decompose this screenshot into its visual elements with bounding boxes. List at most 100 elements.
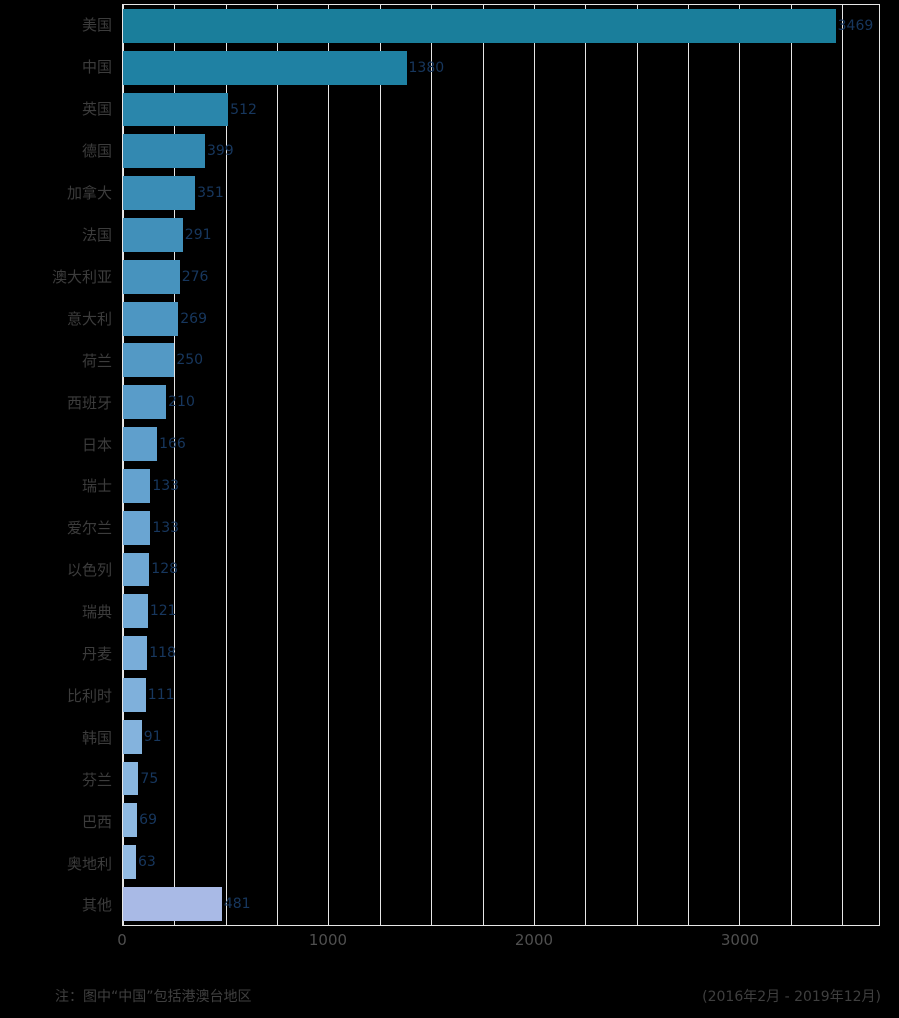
gridline: [379, 5, 381, 925]
gridline: [431, 5, 433, 925]
bar-row: 276: [123, 256, 879, 298]
value-label: 111: [147, 686, 175, 703]
category-label: 瑞士: [81, 477, 112, 496]
bar: [123, 594, 148, 629]
bar: [123, 845, 136, 880]
bar-row: 133: [123, 465, 879, 507]
category-label: 韩国: [81, 728, 112, 747]
value-label: 481: [223, 895, 251, 912]
value-label: 250: [176, 352, 204, 369]
value-label: 69: [139, 812, 157, 829]
bar: [123, 803, 138, 838]
bar: [123, 385, 167, 420]
bar: [123, 510, 151, 545]
value-label: 399: [206, 143, 234, 160]
gridline: [533, 5, 535, 925]
bar-row: 91: [123, 716, 879, 758]
gridline: [277, 5, 279, 925]
bar: [123, 343, 175, 378]
value-label: 133: [152, 477, 180, 494]
bar-row: 269: [123, 298, 879, 340]
bar: [123, 552, 150, 587]
gridline: [123, 5, 124, 925]
value-label: 91: [143, 728, 162, 745]
bar: [123, 8, 836, 43]
bar-row: 3469: [123, 5, 879, 47]
gridline: [174, 5, 176, 925]
gridline: [225, 5, 227, 925]
chart-date-range: (2016年2月 - 2019年12月): [702, 989, 881, 1005]
gridline: [482, 5, 484, 925]
category-label: 爱尔兰: [66, 519, 112, 538]
bar-row: 63: [123, 841, 879, 883]
category-label: 美国: [81, 16, 112, 35]
bar: [123, 92, 229, 127]
bar: [123, 176, 196, 211]
bar-row: 351: [123, 172, 879, 214]
category-label: 丹麦: [81, 645, 112, 664]
bar: [123, 761, 139, 796]
bar: [123, 50, 407, 85]
bar-row: 512: [123, 89, 879, 131]
value-label: 63: [137, 854, 156, 871]
category-label: 巴西: [81, 812, 112, 831]
bar: [123, 636, 148, 671]
bar: [123, 719, 142, 754]
bar: [123, 427, 158, 461]
category-label: 德国: [81, 142, 112, 161]
bar-row: 166: [123, 423, 879, 465]
category-label: 芬兰: [81, 770, 112, 789]
value-label: 210: [168, 394, 195, 411]
x-tick-label: 1000: [308, 931, 348, 949]
bar: [123, 887, 222, 921]
category-label: 中国: [81, 58, 112, 77]
bar: [123, 301, 179, 336]
gridline: [842, 5, 844, 925]
x-tick-label: 3000: [720, 931, 760, 949]
category-label: 瑞典: [81, 603, 112, 622]
value-label: 118: [149, 645, 176, 662]
bar-row: 399: [123, 130, 879, 172]
category-label: 加拿大: [66, 184, 112, 203]
gridline: [328, 5, 330, 925]
bars-layer: 3469 1380 512 399 351 291 276 269 250 210 166 133 13…: [123, 5, 879, 925]
gridline: [790, 5, 792, 925]
bar: [123, 259, 180, 294]
category-label: 其他: [81, 896, 112, 915]
gridline: [636, 5, 638, 925]
value-label: 351: [197, 185, 224, 202]
bar-row: 111: [123, 674, 879, 716]
value-label: 3469: [837, 17, 874, 34]
bar-row: 250: [123, 340, 879, 382]
value-label: 121: [149, 603, 177, 620]
value-label: 512: [230, 101, 257, 118]
bar-row: 118: [123, 632, 879, 674]
chart-footnote: 注：图中“中国”包括港澳台地区: [55, 989, 252, 1005]
bar: [123, 134, 205, 169]
bar-row: 121: [123, 590, 879, 632]
bar: [123, 677, 146, 712]
bar-row: 291: [123, 214, 879, 256]
y-axis-labels: 美国 中国 英国 德国 加拿大 法国 澳大利亚 意大利 荷兰 西班牙 日本 瑞士 爱尔兰 以色列 瑞典 丹麦比…: [0, 4, 112, 926]
category-label: 意大利: [66, 309, 112, 328]
bar: [123, 468, 151, 503]
gridline: [687, 5, 689, 925]
category-label: 法国: [81, 225, 112, 244]
category-label: 荷兰: [81, 351, 112, 370]
category-label: 西班牙: [66, 393, 112, 412]
bar-row: 210: [123, 381, 879, 423]
bar-row: 75: [123, 758, 879, 800]
grid-layer: [123, 5, 879, 925]
category-label: 比利时: [66, 686, 112, 705]
bar: [123, 218, 183, 252]
gridline: [585, 5, 587, 925]
value-label: 276: [181, 268, 209, 285]
bar-row: 69: [123, 799, 879, 841]
category-label: 澳大利亚: [51, 267, 112, 286]
value-label: 269: [180, 310, 207, 327]
bar-row: 128: [123, 549, 879, 591]
x-tick-label: 2000: [514, 931, 554, 949]
gridline: [739, 5, 741, 925]
bar-row: 133: [123, 507, 879, 549]
x-tick-label: 0: [117, 931, 127, 949]
